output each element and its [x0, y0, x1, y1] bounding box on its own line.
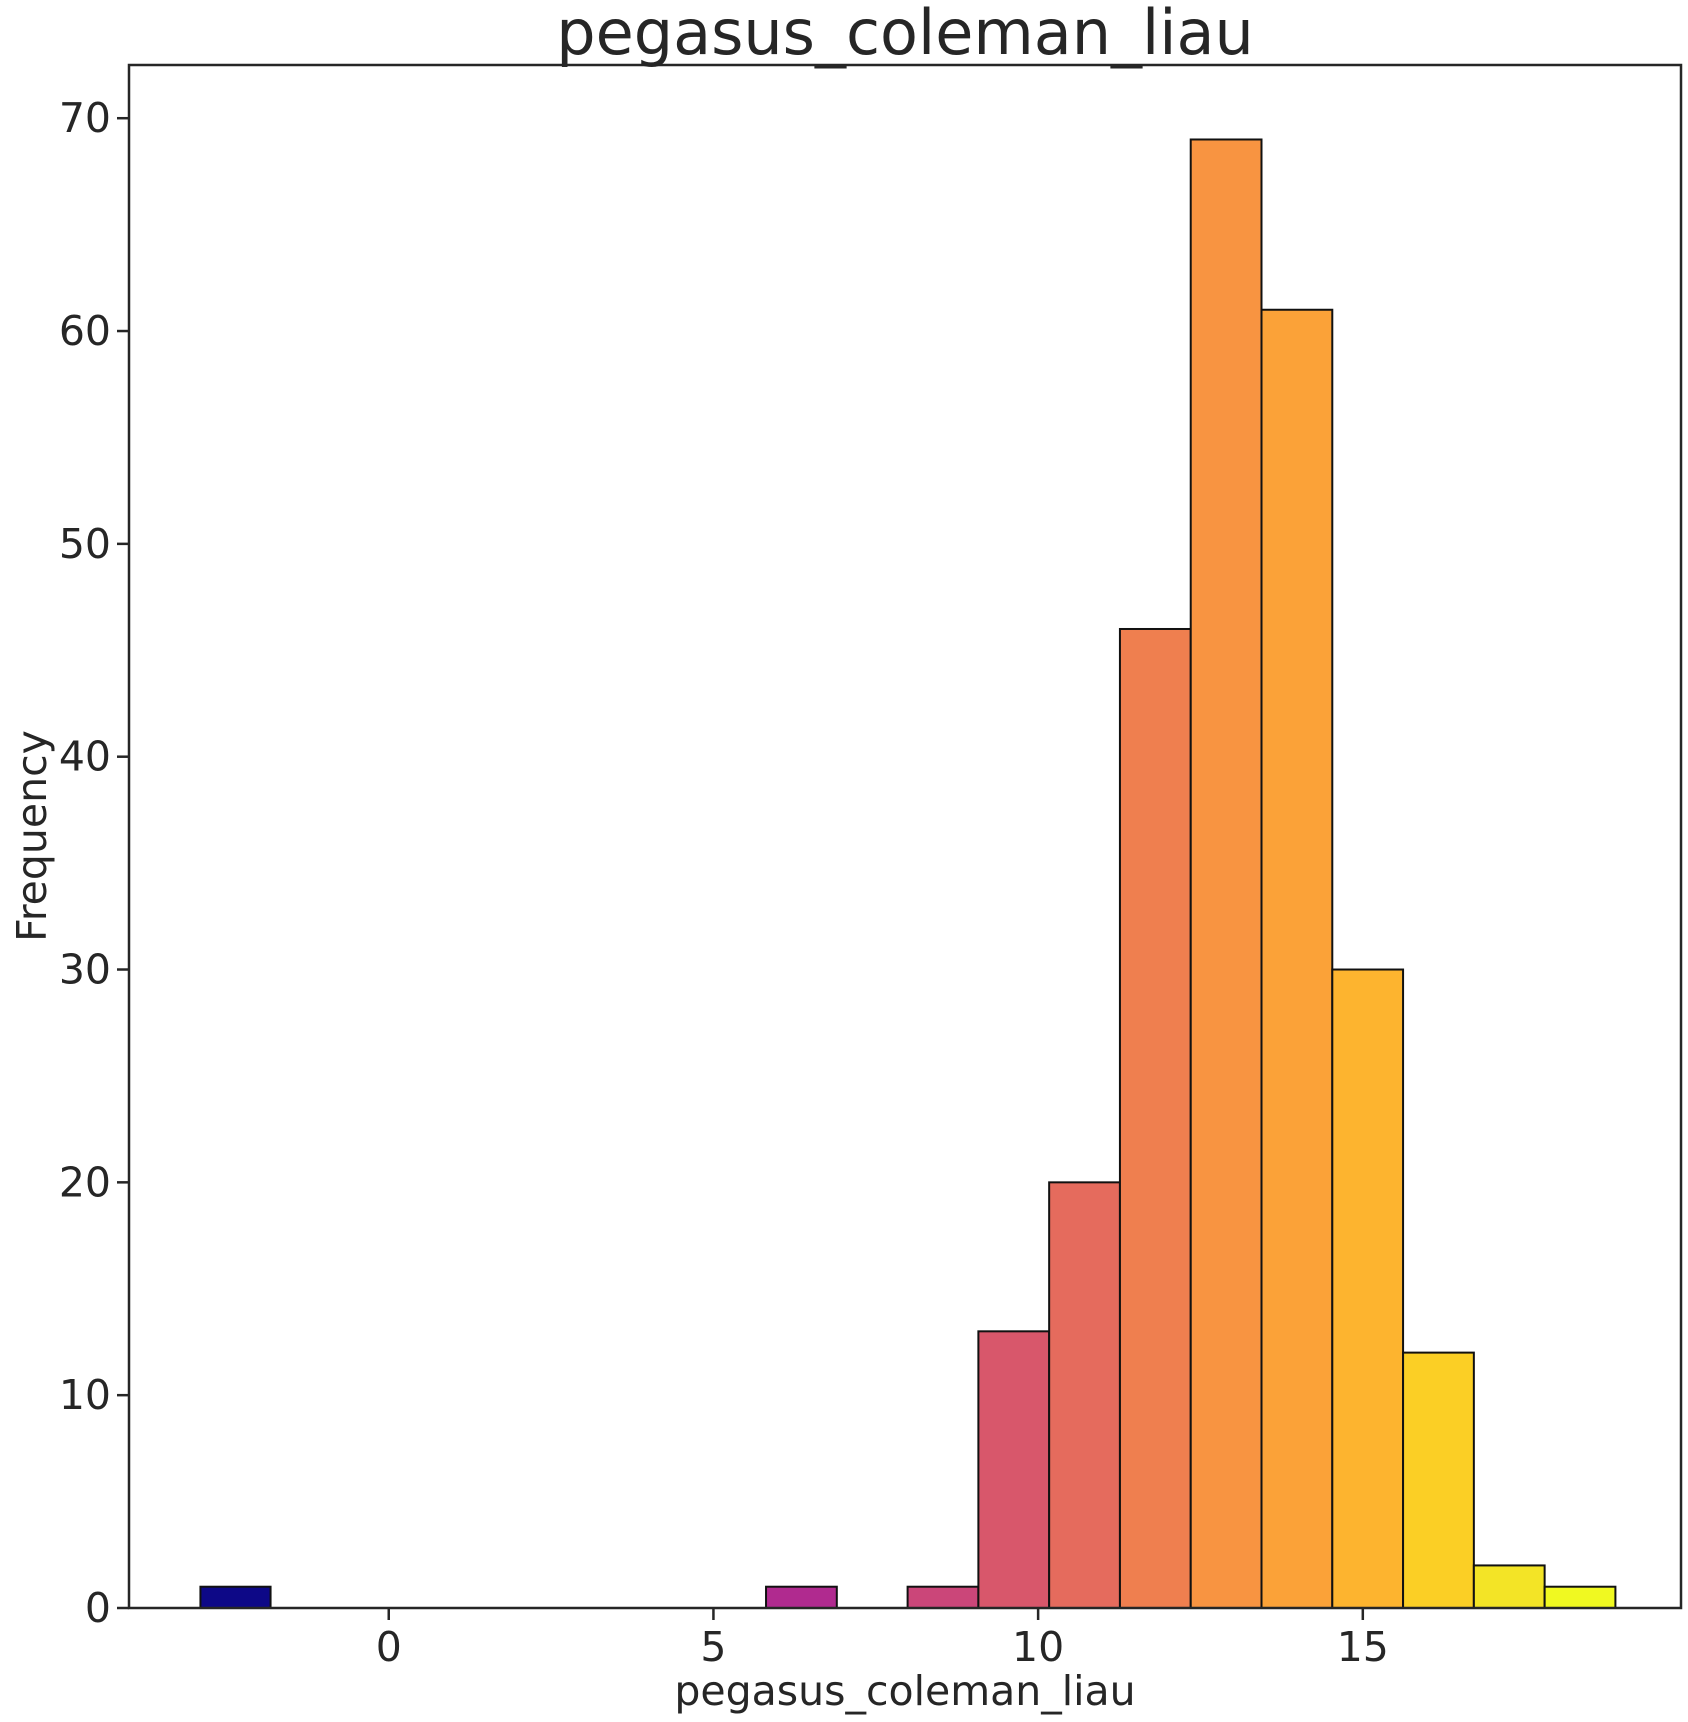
y-tick-label: 20: [59, 1158, 111, 1206]
x-tick-label: 5: [700, 1623, 726, 1671]
y-tick-label: 40: [59, 733, 111, 781]
histogram-bar-10: [906, 1585, 980, 1609]
x-tick-label: 15: [1337, 1623, 1389, 1671]
histogram-bar-16: [1331, 968, 1405, 1609]
histogram-bar-11: [977, 1330, 1051, 1609]
y-tick-label: 0: [85, 1584, 111, 1632]
x-tick-label: 10: [1012, 1623, 1064, 1671]
histogram-bar-0: [199, 1585, 272, 1609]
plot-frame: [127, 63, 1683, 1610]
histogram-bar-8: [765, 1585, 838, 1609]
x-axis-ticks: 0 5 10 15: [376, 1608, 1389, 1671]
histogram-bar-13: [1118, 627, 1192, 1609]
histogram-bar-19: [1543, 1585, 1617, 1609]
histogram-bar-14: [1189, 138, 1263, 1610]
y-axis-label: Frequency: [8, 730, 56, 942]
chart-title: pegasus_coleman_liau: [556, 0, 1254, 69]
y-tick-label: 70: [59, 94, 111, 142]
y-tick-label: 60: [59, 307, 111, 355]
y-tick-label: 30: [59, 946, 111, 994]
histogram-bar-15: [1260, 308, 1334, 1609]
y-tick-label: 50: [59, 520, 111, 568]
histogram-bar-17: [1402, 1351, 1475, 1609]
histogram-bar-12: [1048, 1181, 1121, 1609]
y-tick-label: 10: [59, 1371, 111, 1419]
histogram-bar-18: [1472, 1564, 1546, 1610]
x-axis-label: pegasus_coleman_liau: [674, 1667, 1135, 1715]
x-tick-label: 0: [376, 1623, 402, 1671]
y-axis-ticks: 0 10 20 30 40 50 60 70: [59, 94, 129, 1632]
bars-group: [199, 138, 1617, 1610]
